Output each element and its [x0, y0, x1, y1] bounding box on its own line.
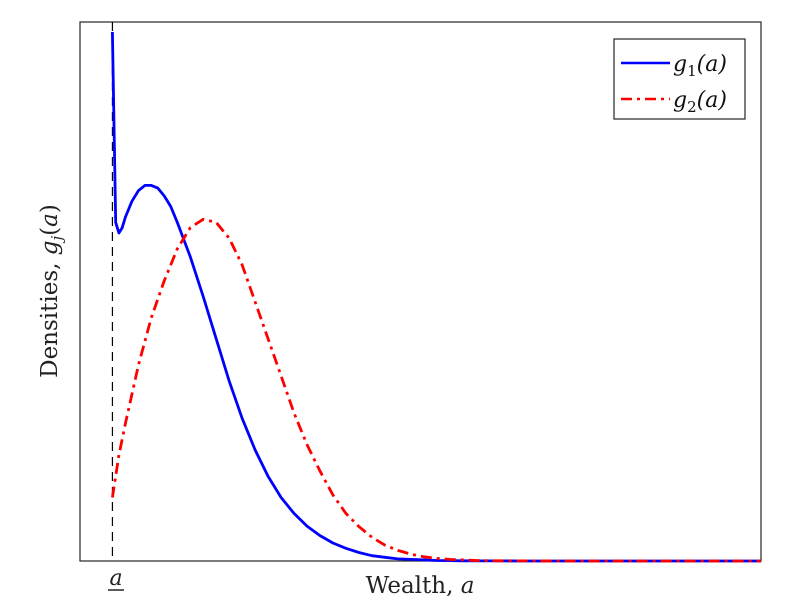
legend: g1(a) g2(a) — [613, 38, 746, 120]
legend-label-g2: g2(a) — [673, 88, 727, 116]
x-tick-group: a — [108, 566, 124, 591]
x-tick-label-borrowing-limit: a — [109, 566, 122, 591]
series-line-g1 — [111, 31, 761, 563]
y-axis-label: Densities, gj(a) — [37, 204, 66, 378]
series-line-g2 — [111, 217, 761, 563]
legend-label-g1: g1(a) — [673, 52, 727, 80]
legend-box — [613, 38, 746, 120]
series-layer — [111, 31, 761, 563]
x-axis-label: Wealth, a — [366, 573, 475, 599]
